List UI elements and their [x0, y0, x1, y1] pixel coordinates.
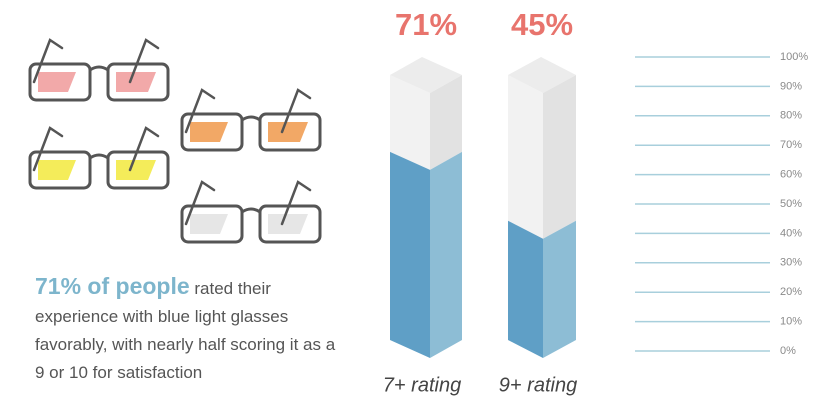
bar-empty-left — [390, 75, 430, 170]
scale-label: 70% — [780, 139, 802, 151]
scale-label: 20% — [780, 286, 802, 298]
bar-empty-right — [543, 75, 576, 239]
scale-label: 90% — [780, 80, 802, 92]
annotation: 71% of people rated their experience wit… — [35, 272, 345, 387]
bar — [390, 151, 430, 358]
scale-label: 40% — [780, 227, 802, 239]
bar — [508, 220, 543, 358]
value-label: 71% — [395, 7, 457, 42]
scale-label: 80% — [780, 110, 802, 122]
scale-label: 60% — [780, 169, 802, 181]
bar-top — [390, 57, 462, 93]
annotation-text: rated their experience with blue light g… — [35, 279, 336, 382]
scale-label: 0% — [780, 345, 796, 357]
value-label: 45% — [511, 7, 573, 42]
bar-top — [508, 57, 576, 93]
bar-empty-right — [430, 75, 462, 170]
scale-label: 50% — [780, 198, 802, 210]
category-label: 9+ rating — [499, 374, 577, 396]
scale-label: 100% — [780, 51, 808, 63]
glasses-pink — [28, 38, 170, 102]
category-label: 7+ rating — [383, 374, 461, 396]
glasses-gray — [180, 180, 322, 244]
annotation-highlight: 71% of people — [35, 273, 190, 299]
scale-label: 10% — [780, 316, 802, 328]
glasses-yellow — [28, 126, 170, 190]
scale-label: 30% — [780, 257, 802, 269]
glasses-orange — [180, 88, 322, 152]
bar-side — [430, 151, 462, 358]
bar-empty-left — [508, 75, 543, 239]
bar-side — [543, 220, 576, 358]
